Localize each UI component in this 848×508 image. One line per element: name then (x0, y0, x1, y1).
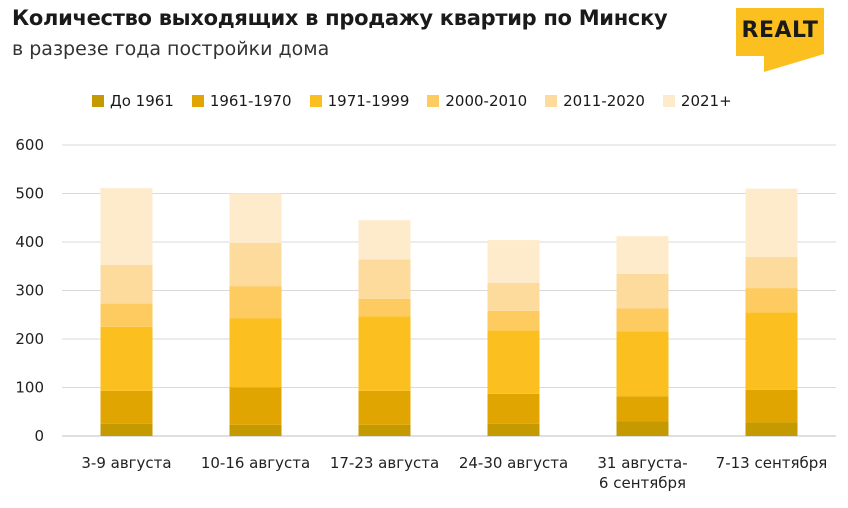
bar-segment-3-4 (358, 298, 411, 317)
x-category-label: 3-9 августа (81, 454, 171, 472)
y-tick-label: 0 (34, 427, 44, 445)
chart-subtitle: в разрезе года постройки дома (12, 38, 330, 60)
bar-segment-6-6 (745, 188, 798, 258)
legend-label-1971-1999: 1971-1999 (327, 92, 410, 110)
legend-item-2000-2010: 2000-2010 (427, 92, 527, 110)
legend-item-2021-plus: 2021+ (662, 92, 732, 110)
bar-segment-6-4 (745, 288, 798, 313)
bar-segment-4-5 (487, 282, 540, 311)
bar-segment-1-4 (100, 303, 153, 327)
chart-title: Количество выходящих в продажу квартир п… (12, 6, 668, 30)
legend-item-1971-1999: 1971-1999 (309, 92, 410, 110)
bar-segment-5-4 (616, 308, 669, 332)
legend-item-do-1961: До 1961 (92, 92, 174, 110)
bar-segment-6-2 (745, 389, 798, 423)
y-tick-label: 200 (15, 330, 44, 348)
bar-segment-5-1 (616, 421, 669, 436)
legend-swatch-do-1961 (92, 95, 104, 107)
bar-segment-3-3 (358, 316, 411, 391)
bar-segment-5-3 (616, 331, 669, 397)
legend-swatch-1971-1999 (309, 95, 322, 107)
x-category-label: 6 сентября (599, 474, 686, 492)
bar-segment-6-5 (745, 257, 798, 289)
realt-logo: REALT (730, 8, 830, 72)
legend-label-2000-2010: 2000-2010 (445, 92, 528, 110)
legend-label-2011-2020: 2011-2020 (563, 92, 645, 110)
logo-flag-icon (736, 8, 824, 72)
bar-segment-2-4 (229, 286, 282, 319)
bar-segment-3-1 (358, 424, 411, 436)
bar-segment-5-2 (616, 396, 669, 422)
x-category-label: 31 августа- (597, 454, 687, 472)
legend: До 1961 1961-1970 1971-1999 2000-2010 20… (92, 92, 732, 110)
bar-segment-1-2 (100, 390, 153, 424)
y-tick-label: 500 (15, 185, 44, 203)
bar-segment-2-6 (229, 193, 282, 243)
bar-segment-2-5 (229, 242, 282, 287)
y-tick-label: 100 (15, 379, 44, 397)
bar-segment-2-1 (229, 424, 282, 436)
y-tick-label: 400 (15, 233, 44, 251)
legend-label-1961-1970: 1961-1970 (209, 92, 292, 110)
legend-swatch-2011-2020 (545, 95, 558, 107)
bar-segment-1-1 (100, 423, 153, 436)
legend-item-2011-2020: 2011-2020 (545, 92, 645, 110)
bar-segment-5-5 (616, 274, 669, 309)
x-category-label: 17-23 августа (330, 454, 439, 472)
bar-segment-1-6 (100, 188, 153, 265)
bar-segment-4-1 (487, 423, 540, 436)
x-category-label: 24-30 августа (459, 454, 568, 472)
bar-segment-1-5 (100, 264, 153, 304)
legend-swatch-2021-plus (662, 95, 675, 107)
logo-text: REALT (741, 18, 819, 43)
legend-swatch-2000-2010 (427, 95, 440, 107)
bar-segment-4-6 (487, 240, 540, 283)
bar-segment-2-3 (229, 318, 282, 388)
legend-label-2021-plus: 2021+ (680, 92, 732, 110)
bar-segment-4-2 (487, 393, 540, 424)
bar-segment-4-4 (487, 310, 540, 331)
legend-label-do-1961: До 1961 (110, 92, 174, 110)
legend-item-1961-1970: 1961-1970 (191, 92, 292, 110)
bar-segment-6-3 (745, 312, 798, 390)
bar-segment-1-3 (100, 326, 153, 391)
x-category-label: 7-13 сентября (716, 454, 828, 472)
legend-swatch-1961-1970 (191, 95, 204, 107)
y-tick-label: 300 (15, 282, 44, 300)
bar-segment-3-2 (358, 390, 411, 425)
bar-segment-5-6 (616, 236, 669, 275)
x-category-label: 10-16 августа (201, 454, 310, 472)
y-tick-label: 600 (15, 136, 44, 154)
bar-segment-3-5 (358, 259, 411, 299)
bar-segment-2-2 (229, 387, 282, 425)
bar-segment-4-3 (487, 330, 540, 394)
bar-segment-6-1 (745, 422, 798, 436)
bar-segment-3-6 (358, 220, 411, 260)
